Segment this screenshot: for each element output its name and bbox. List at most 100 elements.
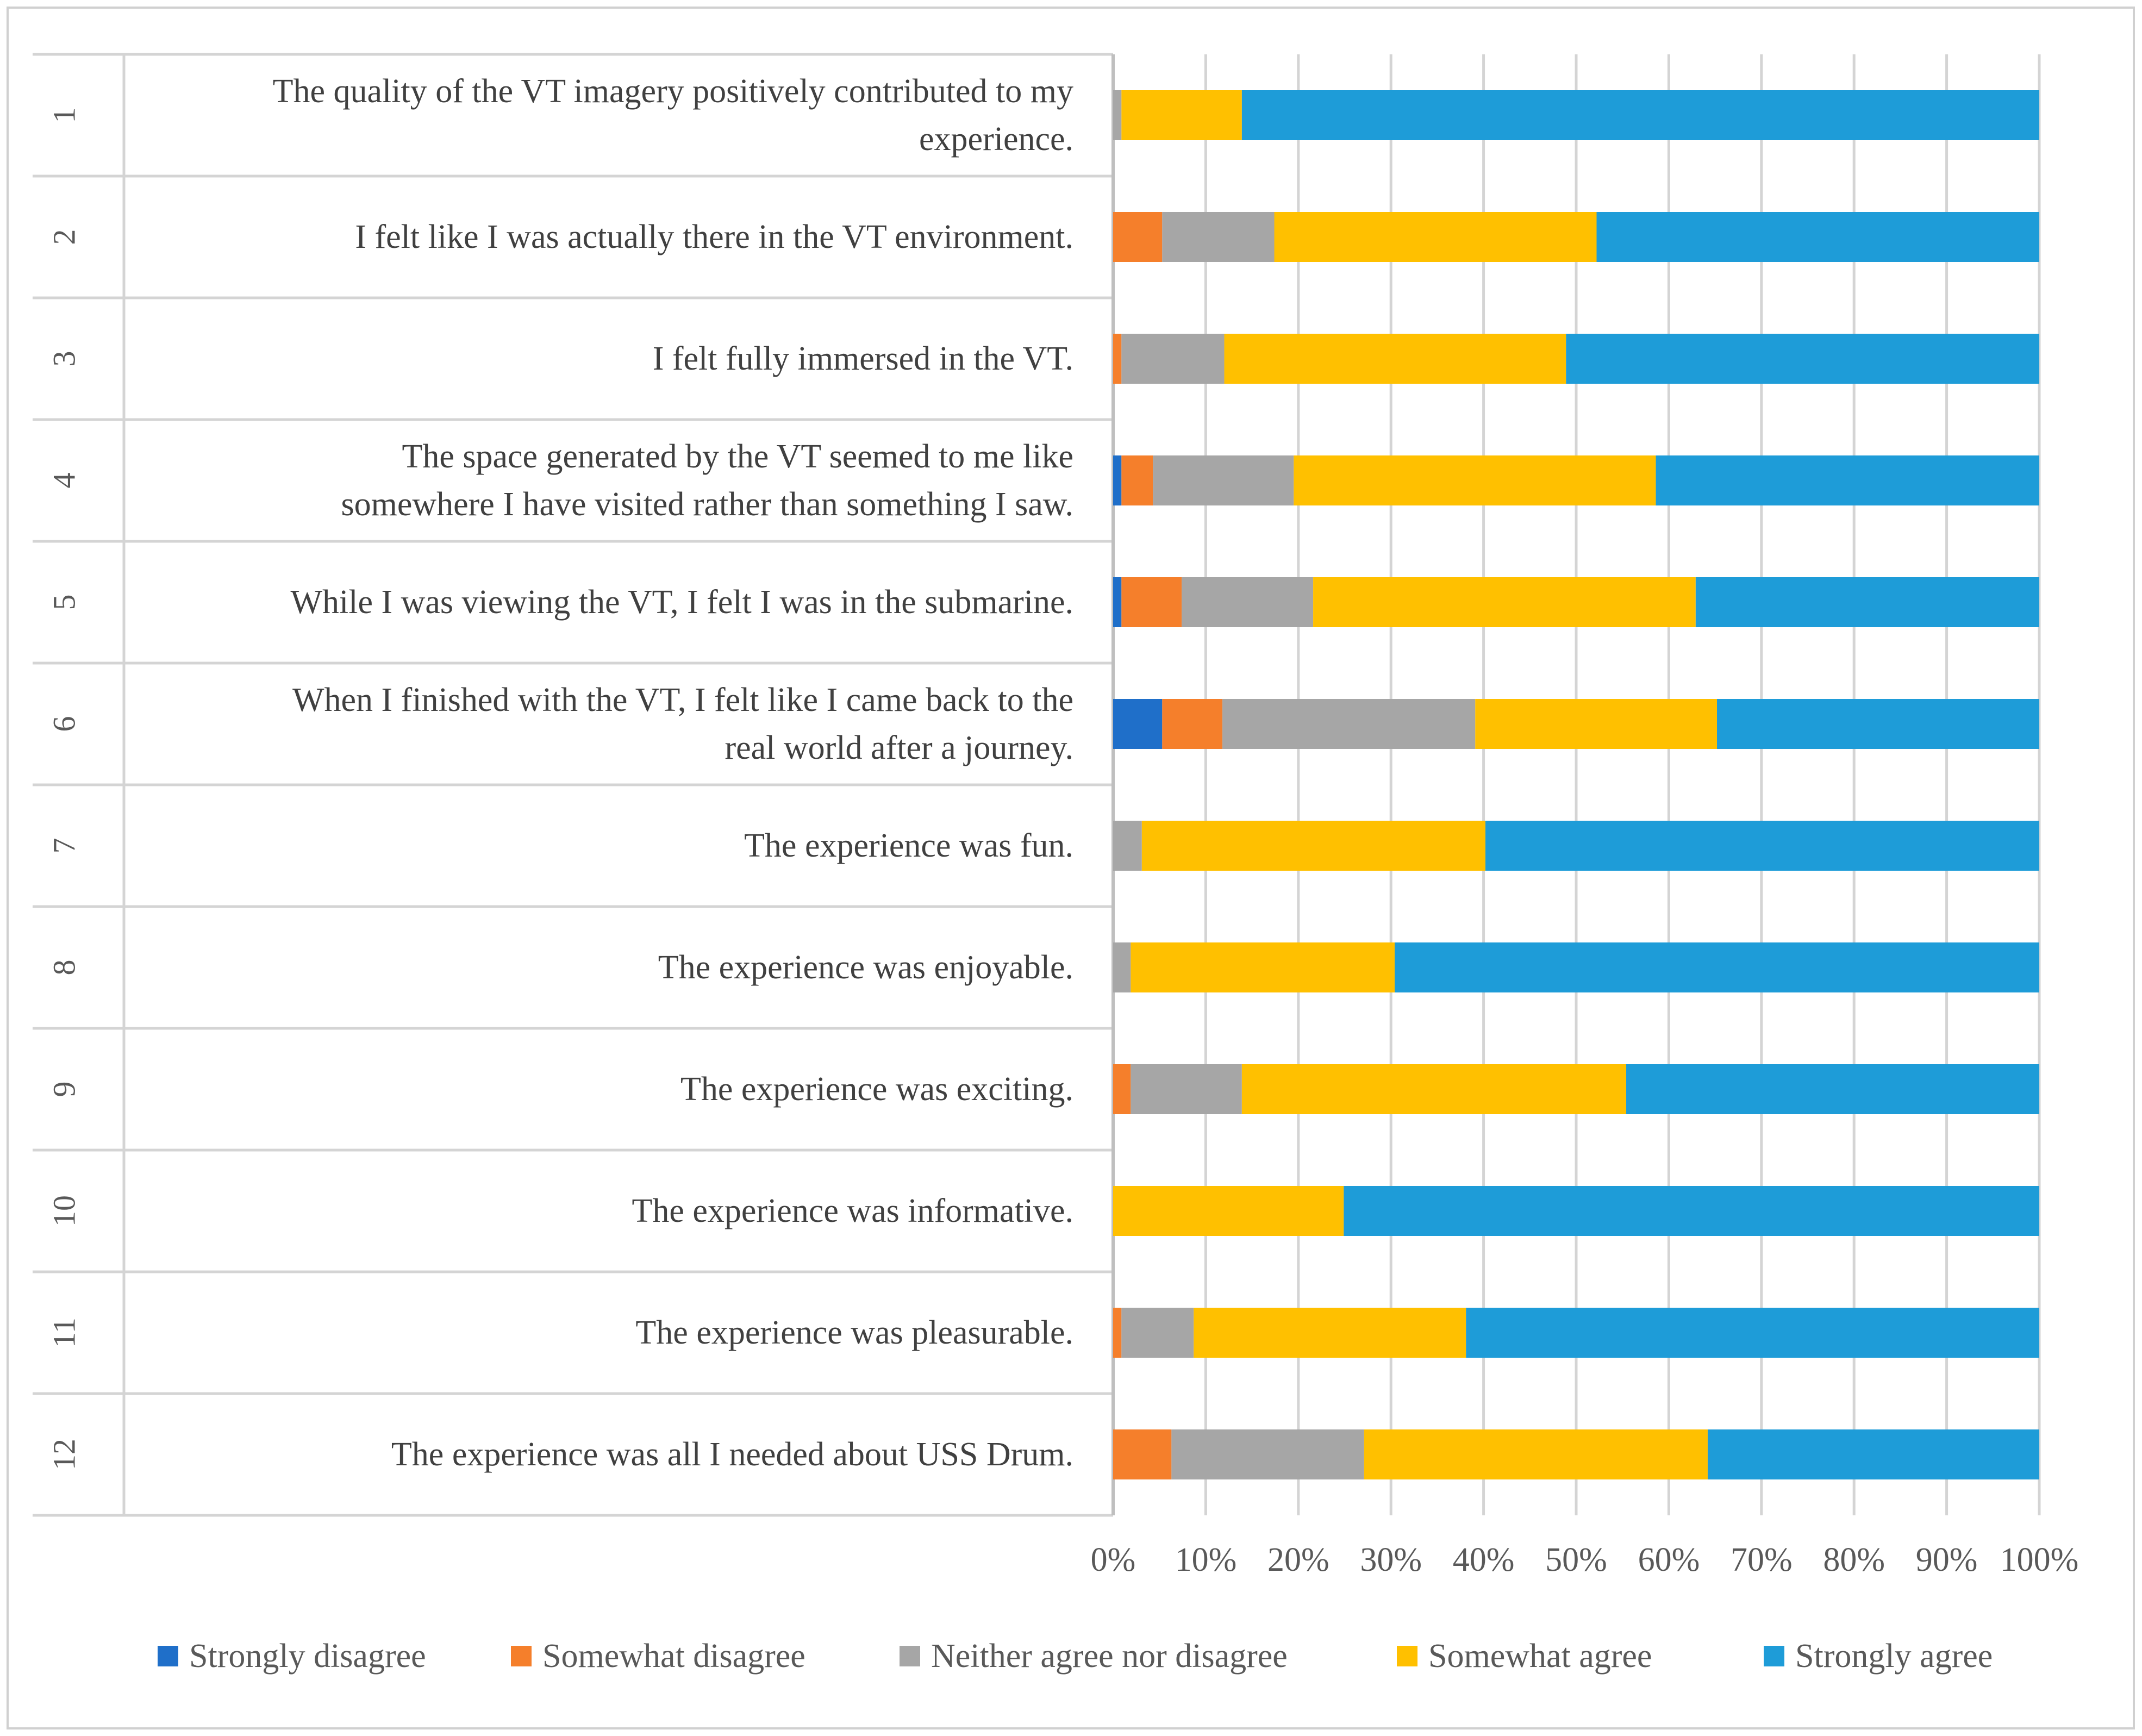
legend-swatch [158,1646,178,1666]
x-tick-label: 10% [1175,1541,1237,1578]
bar-segment [1121,577,1182,627]
x-tick-label: 60% [1638,1541,1700,1578]
bar-segment [1162,212,1275,262]
bar-segment [1121,455,1153,505]
row-number-label: 7 [47,838,82,854]
legend-label: Strongly agree [1795,1638,1993,1675]
bar-segment [1113,577,1122,627]
bar-segment [1113,90,1122,140]
question-label: real world after a journey. [725,729,1074,766]
legend-swatch [511,1646,532,1666]
bar-segment [1274,212,1597,262]
legend: Strongly disagree Somewhat disagree Neithe… [158,1638,1993,1675]
bar-segment [1364,1429,1708,1479]
bar-segment [1656,455,2039,505]
row-number-label: 2 [47,229,82,245]
bar-segment [1475,699,1718,749]
bar-segment [1113,942,1131,992]
bar-segment [1113,1064,1131,1114]
bar-segment [1113,212,1163,262]
question-label: The experience was enjoyable. [658,949,1073,986]
x-tick-label: 0% [1091,1541,1136,1578]
bar-segment [1695,577,2039,627]
bar-segment [1153,455,1294,505]
bar-segment [1131,942,1395,992]
bar-segment [1182,577,1314,627]
bar-segment [1566,334,2039,384]
bar-segment [1121,1308,1194,1358]
question-label: I felt like I was actually there in the … [355,218,1073,255]
bar-segment [1717,699,2039,749]
question-label: somewhere I have visited rather than som… [341,486,1073,523]
row-number-label: 11 [47,1317,82,1348]
bar-segment [1313,577,1696,627]
question-label: The quality of the VT imagery positively… [273,73,1073,110]
row-number-label: 9 [47,1082,82,1097]
legend-swatch [900,1646,920,1666]
bar-segment [1626,1064,2039,1114]
bar-segment [1241,90,2039,140]
row-number-label: 6 [47,716,82,732]
bar-segment [1171,1429,1364,1479]
question-label: The experience was exciting. [680,1071,1073,1108]
x-tick-label: 90% [1916,1541,1978,1578]
question-label: experience. [919,121,1073,158]
row-number-label: 12 [47,1439,82,1470]
x-tick-label: 20% [1267,1541,1329,1578]
row-labels: 1 The quality of the VT imagery positivel… [47,73,1074,1473]
bar-segment [1113,1186,1344,1236]
question-label: The experience was fun. [744,827,1073,864]
bar-segment [1466,1308,2039,1358]
gridlines [33,53,2041,1517]
question-label: When I finished with the VT, I felt like… [292,682,1073,719]
x-tick-label: 50% [1545,1541,1607,1578]
bar-segment [1194,1308,1466,1358]
x-tick-label: 80% [1823,1541,1885,1578]
question-label: The experience was all I needed about US… [391,1436,1073,1473]
x-tick-label: 30% [1360,1541,1422,1578]
legend-swatch [1764,1646,1784,1666]
bars [1113,90,2039,1479]
bar-segment [1113,334,1122,384]
bar-segment [1395,942,2039,992]
question-label: While I was viewing the VT, I felt I was… [290,584,1073,621]
bar-segment [1241,1064,1627,1114]
bar-segment [1113,1429,1172,1479]
bar-segment [1222,699,1476,749]
row-number-label: 8 [47,960,82,976]
legend-label: Somewhat disagree [542,1638,805,1675]
bar-segment [1113,455,1122,505]
legend-label: Somewhat agree [1428,1638,1652,1675]
legend-swatch [1397,1646,1417,1666]
bar-segment [1113,821,1142,871]
question-label: I felt fully immersed in the VT. [653,340,1073,377]
bar-segment [1113,699,1163,749]
bar-segment [1344,1186,2039,1236]
bar-segment [1141,821,1486,871]
bar-segment [1121,90,1242,140]
bar-segment [1485,821,2039,871]
bar-segment [1294,455,1656,505]
row-number-label: 1 [47,108,82,123]
row-number-label: 10 [47,1195,82,1227]
bar-segment [1224,334,1566,384]
x-tick-label: 100% [2000,1541,2079,1578]
question-label: The experience was pleasurable. [635,1314,1073,1351]
bar-segment [1707,1429,2039,1479]
legend-label: Strongly disagree [189,1638,426,1675]
bar-segment [1162,699,1223,749]
x-axis-ticks: 0% 10% 20% 30% 40% 50% 60% 70% 80% 90% 100% [1091,1541,2079,1578]
bar-segment [1131,1064,1242,1114]
bar-segment [1113,1308,1122,1358]
bar-segment [1121,334,1225,384]
row-number-label: 3 [47,351,82,367]
question-label: The experience was informative. [632,1192,1073,1229]
question-label: The space generated by the VT seemed to … [402,438,1073,475]
legend-label: Neither agree nor disagree [931,1638,1288,1675]
bar-segment [1596,212,2039,262]
row-number-label: 4 [47,473,82,489]
row-number-label: 5 [47,595,82,610]
x-tick-label: 40% [1453,1541,1515,1578]
x-tick-label: 70% [1731,1541,1793,1578]
